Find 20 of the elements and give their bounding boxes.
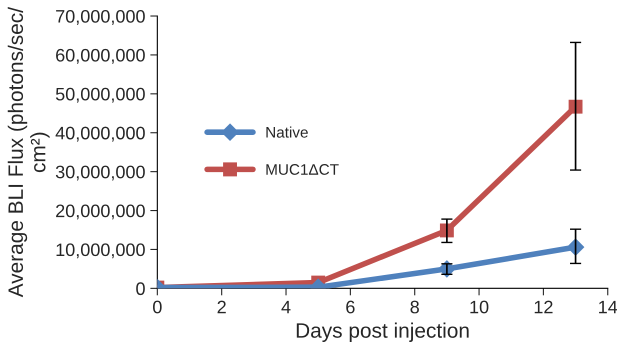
y-tick-label: 10,000,000 [56,243,145,258]
x-tick-label: 6 [346,300,355,314]
y-tick-label: 40,000,000 [56,126,145,142]
legend-label: MUC1ΔCT [266,164,339,175]
x-tick-label: 14 [599,300,617,314]
y-axis-title: Average BLI Flux (photons/sec/ cm²) [8,7,50,298]
y-tick-label: 60,000,000 [56,48,145,64]
y-tick-label: 70,000,000 [56,10,145,25]
x-axis-title: Days post injection [296,322,469,342]
x-tick-label: 2 [218,300,226,314]
x-tick-label: 12 [534,300,553,314]
x-tick-label: 10 [470,300,488,314]
y-tick-label: 20,000,000 [56,204,145,220]
y-tick-label: 50,000,000 [56,88,145,103]
y-tick-label: 30,000,000 [56,166,145,180]
x-tick-label: 0 [153,300,162,314]
x-tick-label: 4 [281,300,291,314]
x-tick-label: 8 [410,300,419,314]
y-tick-label: 0 [136,282,145,296]
legend-label: Native [266,126,308,138]
